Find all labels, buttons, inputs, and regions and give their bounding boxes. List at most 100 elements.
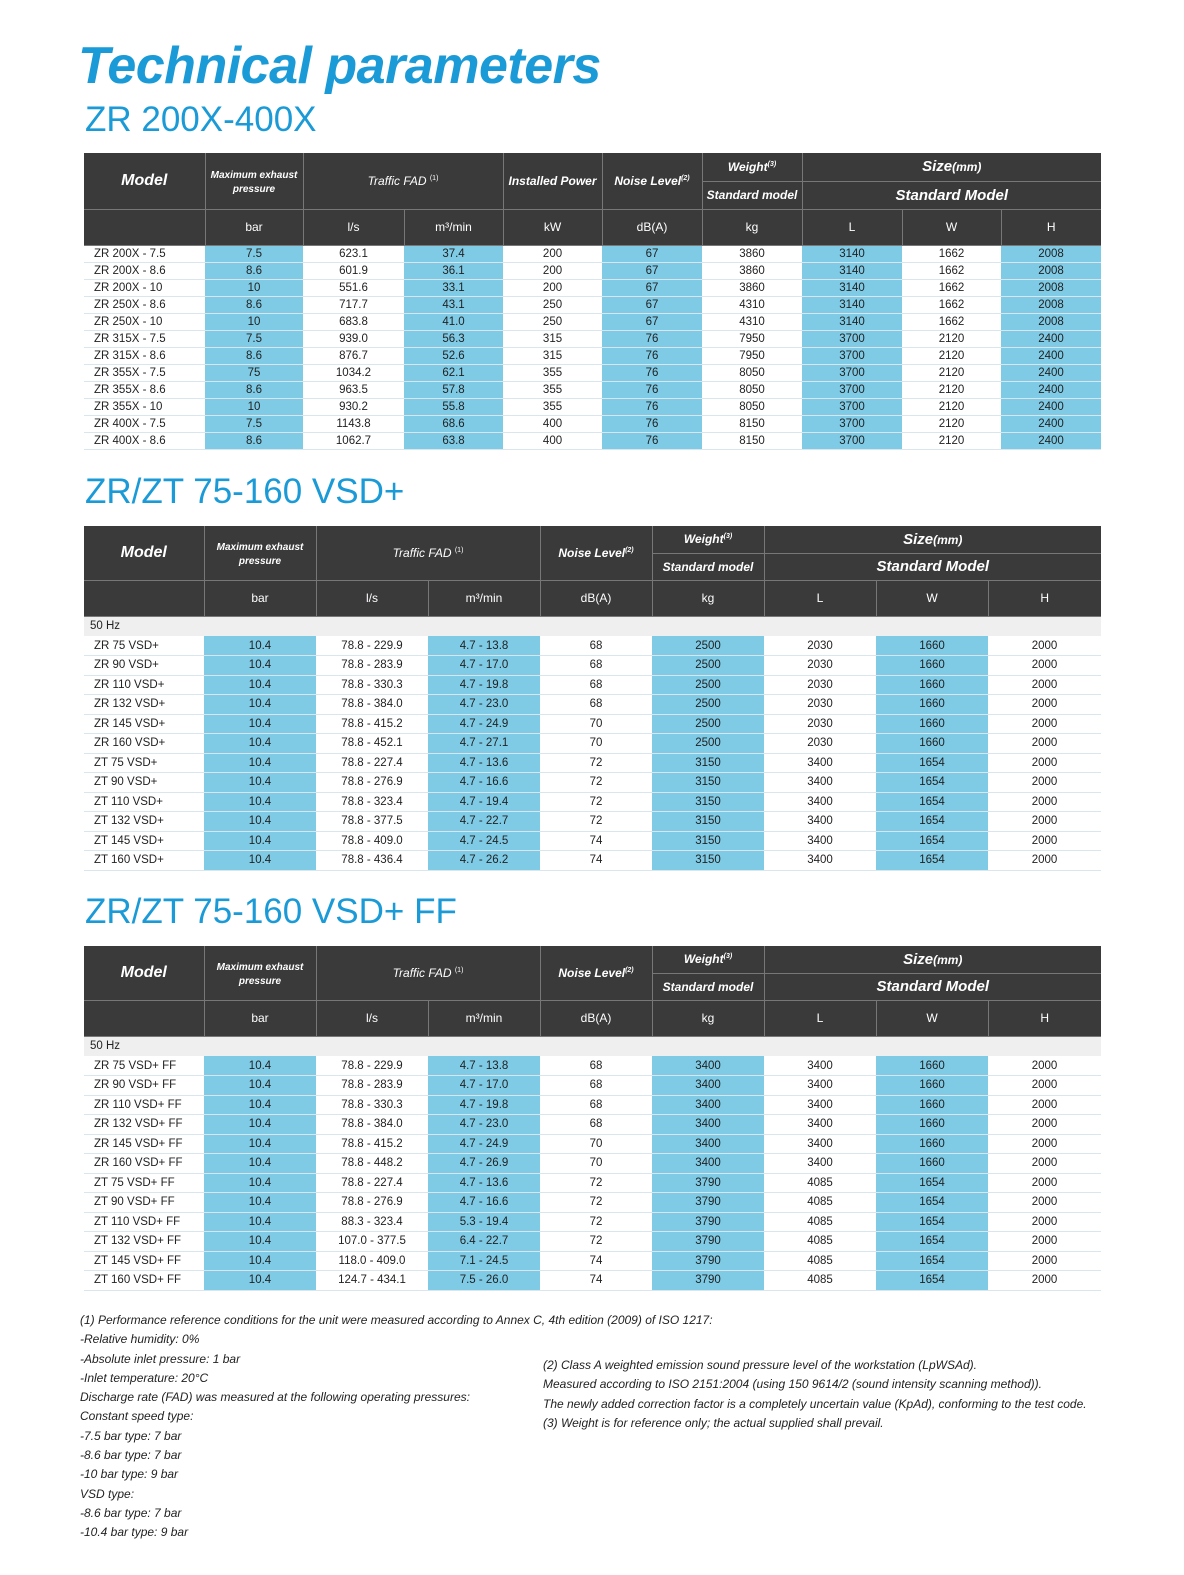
value-cell: 2008 — [1001, 245, 1102, 263]
value-cell: 623.1 — [303, 245, 404, 263]
header-weight-sub: Standard model — [651, 973, 765, 1001]
value-cell: 62.1 — [404, 364, 504, 382]
value-cell: 3150 — [652, 850, 765, 871]
value-cell: 78.8 - 452.1 — [316, 733, 428, 754]
table-row: ZR 145 VSD+ FF 10.4 78.8 - 415.2 4.7 - 24.9… — [84, 1134, 1102, 1154]
footnote-line: Discharge rate (FAD) was measured at the… — [80, 1390, 470, 1405]
unit-header: m³/min — [427, 1000, 541, 1037]
table-row: ZR 160 VSD+ 10.4 78.8 - 452.1 4.7 - 27.1 70 2… — [84, 733, 1102, 754]
value-cell: 2000 — [988, 1270, 1102, 1291]
value-cell: 68 — [540, 675, 653, 695]
footnote-line: -Relative humidity: 0% — [80, 1332, 200, 1347]
model-cell: ZT 145 VSD+ — [84, 831, 204, 851]
value-cell: 1654 — [876, 1173, 989, 1193]
value-cell: 78.8 - 448.2 — [316, 1153, 428, 1174]
value-cell: 2500 — [652, 714, 765, 734]
value-cell: 4.7 - 16.6 — [428, 772, 541, 793]
value-cell: 78.8 - 283.9 — [316, 1075, 428, 1096]
value-cell: 10.4 — [204, 850, 316, 871]
value-cell: 1660 — [876, 1075, 989, 1096]
value-cell: 74 — [540, 850, 653, 871]
model-cell: ZR 355X - 7.5 — [84, 364, 205, 382]
value-cell: 63.8 — [404, 432, 504, 450]
table-row: ZR 250X - 8.6 8.6 717.7 43.1 250 67 4310 3140 16… — [84, 296, 1102, 314]
model-cell: ZR 110 VSD+ — [84, 675, 204, 695]
value-cell: 78.8 - 330.3 — [316, 1095, 428, 1115]
value-cell: 10.4 — [204, 811, 316, 832]
value-cell: 74 — [540, 1270, 653, 1291]
header-model-blank — [84, 1000, 204, 1037]
value-cell: 400 — [503, 415, 603, 433]
model-cell: ZT 132 VSD+ FF — [84, 1231, 204, 1252]
value-cell: 76 — [602, 398, 703, 416]
value-cell: 10.4 — [204, 1153, 316, 1174]
value-cell: 3700 — [802, 347, 903, 365]
value-cell: 1034.2 — [303, 364, 404, 382]
unit-header: W — [875, 1000, 989, 1037]
table-row: ZT 110 VSD+ 10.4 78.8 - 323.4 4.7 - 19.4 72 3… — [84, 792, 1102, 812]
value-cell: 7950 — [702, 330, 803, 348]
table-row: ZR 400X - 8.6 8.6 1062.7 63.8 400 76 8150 3700 2… — [84, 432, 1102, 450]
value-cell: 10.4 — [204, 1134, 316, 1154]
footnote-line: Measured according to ISO 2151:2004 (usi… — [543, 1377, 1042, 1392]
header-weight-sub: Standard model — [701, 181, 803, 210]
model-cell: ZR 200X - 8.6 — [84, 262, 205, 280]
model-cell: ZR 355X - 10 — [84, 398, 205, 416]
value-cell: 8.6 — [205, 347, 303, 365]
header-size-sub: Standard Model — [763, 973, 1102, 1001]
value-cell: 7.1 - 24.5 — [428, 1251, 541, 1271]
value-cell: 1662 — [902, 279, 1002, 297]
unit-header: H — [1000, 209, 1102, 246]
value-cell: 2500 — [652, 694, 765, 715]
model-cell: ZT 110 VSD+ — [84, 792, 204, 812]
unit-header: H — [987, 580, 1102, 617]
value-cell: 41.0 — [404, 313, 504, 331]
header-noise: Noise Level(2) — [601, 153, 703, 210]
value-cell: 200 — [503, 262, 603, 280]
value-cell: 3790 — [652, 1173, 765, 1193]
value-cell: 67 — [602, 313, 703, 331]
value-cell: 10.4 — [204, 1095, 316, 1115]
value-cell: 3700 — [802, 364, 903, 382]
value-cell: 70 — [540, 714, 653, 734]
value-cell: 1654 — [876, 831, 989, 851]
value-cell: 36.1 — [404, 262, 504, 280]
model-cell: ZT 145 VSD+ FF — [84, 1251, 204, 1271]
value-cell: 2120 — [902, 381, 1002, 399]
model-cell: ZT 90 VSD+ — [84, 772, 204, 793]
spec-table: Model Maximum exhaust pressure Traffic FAD… — [84, 153, 1102, 450]
value-cell: 37.4 — [404, 245, 504, 263]
value-cell: 68 — [540, 1114, 653, 1135]
value-cell: 2008 — [1001, 296, 1102, 314]
table-row: ZR 160 VSD+ FF 10.4 78.8 - 448.2 4.7 - 26.9… — [84, 1153, 1102, 1174]
value-cell: 4.7 - 26.2 — [428, 850, 541, 871]
value-cell: 68 — [540, 636, 653, 656]
model-cell: ZR 200X - 7.5 — [84, 245, 205, 263]
value-cell: 4085 — [764, 1270, 877, 1291]
value-cell: 2008 — [1001, 279, 1102, 297]
value-cell: 10.4 — [204, 1114, 316, 1135]
model-cell: ZR 200X - 10 — [84, 279, 205, 297]
table-row: ZR 110 VSD+ 10.4 78.8 - 330.3 4.7 - 19.8 68 2… — [84, 675, 1102, 695]
value-cell: 4085 — [764, 1231, 877, 1252]
value-cell: 2000 — [988, 1173, 1102, 1193]
value-cell: 2000 — [988, 1134, 1102, 1154]
value-cell: 3790 — [652, 1212, 765, 1232]
value-cell: 8050 — [702, 364, 803, 382]
model-cell: ZT 132 VSD+ — [84, 811, 204, 832]
value-cell: 78.8 - 283.9 — [316, 655, 428, 676]
value-cell: 3400 — [652, 1056, 765, 1076]
footnote-line: -8.6 bar type: 7 bar — [80, 1505, 182, 1520]
value-cell: 1660 — [876, 1134, 989, 1154]
value-cell: 4.7 - 13.8 — [428, 1056, 541, 1076]
model-cell: ZR 145 VSD+ FF — [84, 1134, 204, 1154]
value-cell: 2000 — [988, 850, 1102, 871]
value-cell: 3400 — [764, 1153, 877, 1174]
value-cell: 939.0 — [303, 330, 404, 348]
value-cell: 2400 — [1001, 398, 1102, 416]
unit-header: kW — [502, 209, 603, 246]
value-cell: 4.7 - 24.9 — [428, 714, 541, 734]
value-cell: 67 — [602, 245, 703, 263]
value-cell: 683.8 — [303, 313, 404, 331]
value-cell: 68 — [540, 694, 653, 715]
